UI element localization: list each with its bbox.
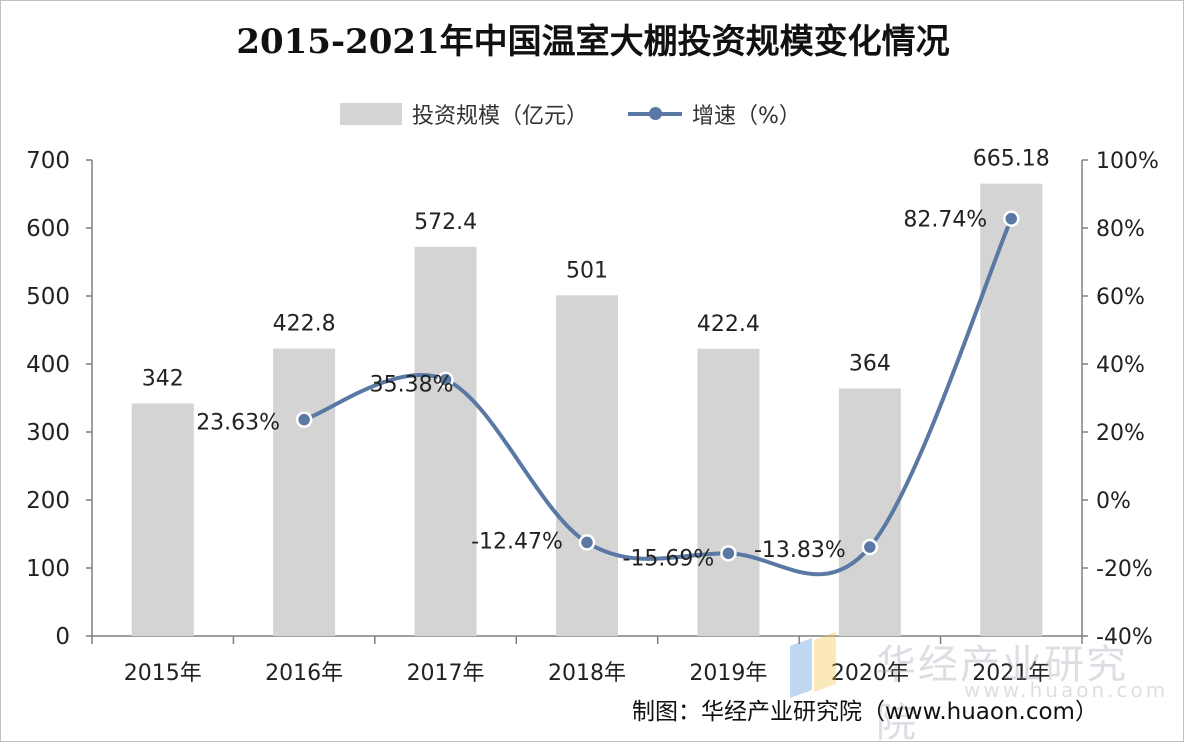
x-axis-tick-label: 2021年 [972, 661, 1050, 686]
bar [131, 403, 194, 636]
source-note: 制图：华经产业研究院（www.huaon.com） [632, 699, 1098, 725]
legend: 投资规模（亿元） 增速（%） [340, 96, 801, 132]
left-axis-tick-label: 100 [26, 556, 70, 582]
left-axis-tick-label: 200 [26, 488, 70, 514]
growth-point [578, 534, 596, 551]
right-axis-tick-label: 20% [1096, 421, 1145, 446]
bar-value-label: 342 [142, 366, 184, 391]
bar-value-label: 364 [849, 351, 891, 376]
growth-value-label: 35.38% [370, 373, 454, 398]
bar-value-label: 422.8 [273, 311, 336, 336]
legend-line-label: 增速（%） [692, 104, 801, 129]
x-axis-tick-label: 2019年 [689, 661, 767, 686]
x-axis-tick-label: 2016年 [265, 661, 343, 686]
watermark-logo-icon [788, 631, 852, 699]
bar [273, 348, 336, 636]
left-axis-tick-label: 300 [26, 420, 70, 446]
right-axis-tick-label: -40% [1096, 625, 1153, 650]
left-axis-tick-label: 700 [26, 148, 70, 174]
growth-point [295, 411, 313, 428]
bar [697, 348, 760, 636]
legend-bar-swatch [340, 103, 402, 125]
growth-point [437, 371, 454, 388]
bar-value-label: 572.4 [414, 210, 477, 235]
watermark-url: www.huaon.com [964, 678, 1169, 702]
left-axis-tick-label: 400 [26, 352, 70, 378]
x-axis-tick-label: 2015年 [124, 661, 202, 686]
growth-value-label: 82.74% [903, 208, 987, 233]
x-axis-tick-label: 2018年 [548, 661, 626, 686]
legend-bar-label: 投资规模（亿元） [412, 104, 589, 129]
left-axis-tick-label: 500 [26, 284, 70, 310]
growth-value-label: -13.83% [754, 538, 846, 563]
left-axis-tick-label: 0 [55, 624, 70, 650]
growth-point [861, 538, 879, 556]
chart-title: 2015-2021年中国温室大棚投资规模变化情况 [236, 22, 950, 62]
right-axis-tick-label: 0% [1096, 489, 1131, 514]
bar [556, 295, 618, 636]
bar [414, 246, 477, 636]
growth-value-label: 23.63% [196, 411, 280, 436]
right-axis-tick-label: 80% [1096, 217, 1145, 242]
bar-value-label: 422.4 [697, 312, 760, 337]
left-axis-tick-label: 600 [26, 216, 70, 242]
x-axis-tick-label: 2020年 [831, 661, 909, 686]
growth-value-label: -12.47% [471, 529, 563, 554]
right-axis-tick-label: -20% [1096, 557, 1153, 582]
x-axis-tick-label: 2017年 [407, 661, 485, 686]
watermark-text: 华经产业研究院 [876, 642, 1128, 746]
growth-point [720, 545, 737, 562]
bar [980, 183, 1043, 636]
watermark: 华经产业研究院 www.huaon.com [788, 631, 1165, 746]
bar-value-label: 501 [566, 258, 608, 283]
right-axis-tick-label: 100% [1096, 149, 1159, 174]
legend-line-swatch [628, 107, 683, 120]
right-axis-tick-label: 40% [1096, 353, 1145, 378]
right-axis-tick-label: 60% [1096, 285, 1145, 310]
bar-value-label: 665.18 [973, 147, 1050, 172]
growth-value-label: -15.69% [623, 546, 715, 571]
growth-point [1003, 210, 1020, 227]
